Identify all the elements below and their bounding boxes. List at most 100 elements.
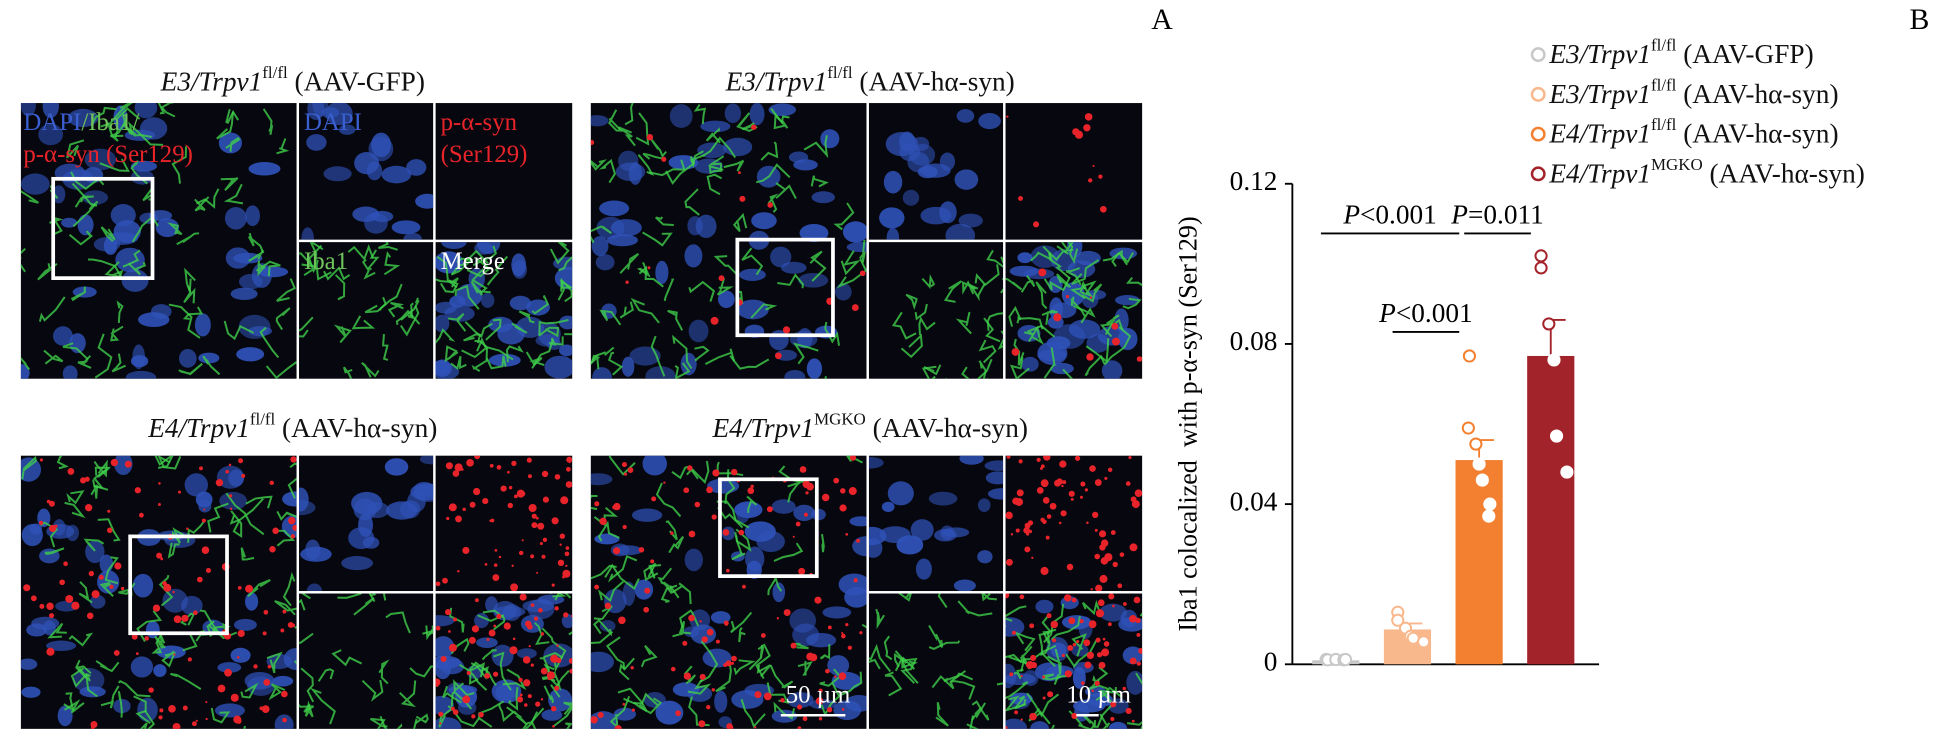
inset-box xyxy=(735,237,835,338)
nucleus xyxy=(548,688,573,712)
puncta xyxy=(715,639,720,644)
puncta xyxy=(1110,716,1115,722)
puncta xyxy=(527,694,532,699)
process xyxy=(724,469,736,505)
puncta xyxy=(841,708,845,711)
process xyxy=(672,334,693,370)
nucleus xyxy=(688,319,709,343)
nucleus xyxy=(591,235,609,257)
label-sup: MGKO xyxy=(1651,155,1703,174)
puncta xyxy=(698,720,706,728)
process xyxy=(716,500,750,529)
process xyxy=(787,481,801,503)
puncta xyxy=(435,684,439,688)
nucleus xyxy=(230,647,251,663)
puncta xyxy=(1066,563,1074,571)
label-sup: fl/fl xyxy=(827,63,853,82)
nucleus xyxy=(435,314,450,333)
puncta xyxy=(568,657,573,664)
process xyxy=(289,462,297,469)
puncta xyxy=(217,684,226,693)
puncta xyxy=(554,606,559,611)
puncta xyxy=(1095,609,1105,618)
puncta xyxy=(1068,490,1075,497)
puncta xyxy=(737,171,741,175)
process xyxy=(176,232,200,246)
nucleus xyxy=(62,365,78,379)
nucleus xyxy=(121,269,149,292)
puncta xyxy=(160,557,164,561)
significance-label: P<0.001 xyxy=(1378,298,1473,328)
puncta xyxy=(1090,588,1093,591)
nucleus xyxy=(216,465,245,489)
puncta xyxy=(1030,654,1037,662)
process xyxy=(943,280,963,303)
puncta xyxy=(796,704,803,710)
label-rest: (AAV-hα-syn) xyxy=(1703,159,1865,189)
nucleus xyxy=(822,606,852,619)
nucleus xyxy=(384,458,409,476)
puncta xyxy=(799,466,807,473)
process xyxy=(638,265,664,288)
puncta xyxy=(566,456,573,463)
process xyxy=(525,351,545,367)
process xyxy=(900,333,923,359)
puncta xyxy=(201,546,210,554)
puncta xyxy=(783,609,791,617)
label-italic: E3/Trpv1 xyxy=(1548,79,1651,109)
puncta xyxy=(540,667,548,675)
process xyxy=(655,482,682,518)
process xyxy=(93,459,108,478)
process xyxy=(699,640,719,683)
puncta xyxy=(644,587,651,594)
label-italic: E4/Trpv1 xyxy=(1548,159,1651,189)
nucleus xyxy=(883,170,903,194)
nucleus xyxy=(381,165,412,184)
label-rest: (AAV-GFP) xyxy=(1676,39,1813,69)
puncta xyxy=(181,614,189,622)
puncta xyxy=(1071,712,1078,720)
puncta xyxy=(683,672,692,680)
nucleus xyxy=(599,200,630,217)
process xyxy=(453,679,475,697)
process xyxy=(607,351,624,376)
puncta xyxy=(1088,178,1093,183)
legend-marker xyxy=(1530,86,1546,102)
puncta xyxy=(1079,619,1084,624)
puncta xyxy=(730,468,738,476)
puncta xyxy=(228,463,232,467)
puncta xyxy=(48,500,55,507)
nucleus xyxy=(236,347,265,362)
label-italic: E4/Trpv1 xyxy=(147,413,250,443)
puncta xyxy=(152,604,161,612)
puncta xyxy=(1099,544,1106,551)
nucleus xyxy=(217,662,242,673)
process xyxy=(230,510,243,538)
micrograph xyxy=(435,455,573,592)
process xyxy=(619,252,640,274)
puncta xyxy=(790,642,797,649)
nucleus xyxy=(629,346,661,366)
nucleus xyxy=(590,115,609,127)
puncta xyxy=(1005,558,1013,566)
process xyxy=(1056,273,1072,288)
nucleus xyxy=(366,161,383,181)
nucleus xyxy=(515,316,545,338)
puncta xyxy=(1015,497,1024,506)
puncta xyxy=(287,621,294,628)
puncta xyxy=(135,652,139,656)
puncta xyxy=(492,671,499,677)
process xyxy=(1048,252,1071,280)
nucleus xyxy=(134,103,158,119)
puncta xyxy=(156,552,163,559)
nucleus xyxy=(474,242,493,255)
nucleus xyxy=(672,682,699,697)
puncta xyxy=(519,593,527,601)
process xyxy=(481,648,497,661)
process xyxy=(266,651,283,674)
process xyxy=(955,311,972,335)
process xyxy=(683,665,697,685)
process xyxy=(20,247,26,273)
puncta xyxy=(1094,553,1101,560)
process xyxy=(978,339,997,364)
